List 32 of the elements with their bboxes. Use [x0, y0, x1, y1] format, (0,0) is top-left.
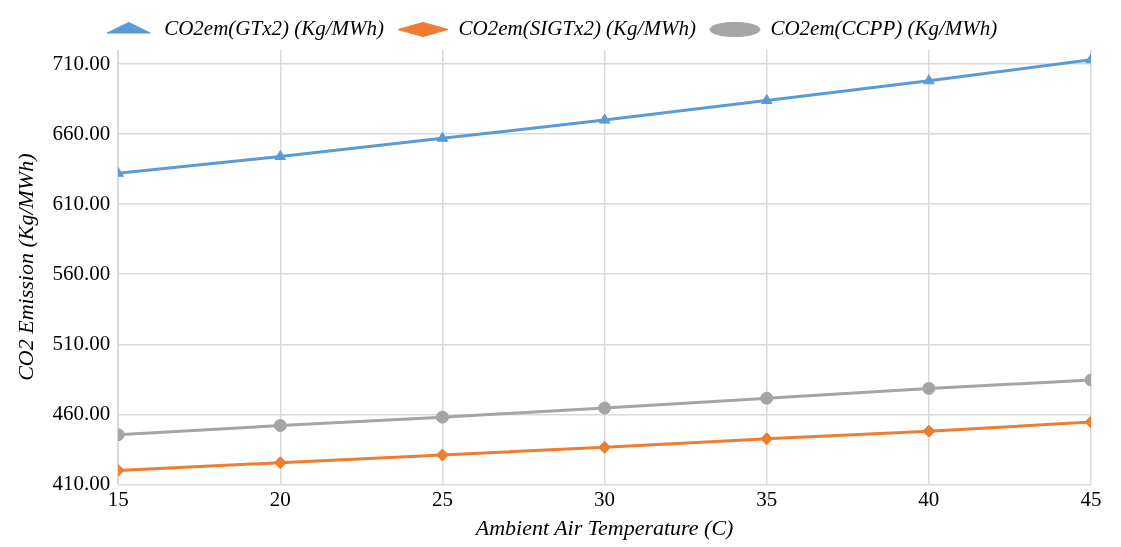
y-tick-label: 610.00	[52, 190, 111, 215]
legend-label: CO2em(GTx2) (Kg/MWh)	[164, 16, 385, 41]
point	[922, 381, 936, 395]
x-tick-label: 30	[594, 486, 616, 511]
point	[760, 391, 774, 405]
point	[274, 150, 286, 160]
y-tick-label: 560.00	[52, 260, 111, 285]
x-tick-label: 25	[431, 486, 453, 511]
point	[760, 432, 774, 446]
point	[598, 113, 611, 124]
point	[761, 93, 773, 104]
point	[273, 419, 287, 433]
legend-label: CO2em(CCPP) (Kg/MWh)	[770, 16, 998, 41]
y-axis-title: CO2 Emission (Kg/MWh)	[12, 153, 38, 381]
y-tick-label: 460.00	[52, 400, 111, 425]
point	[598, 401, 612, 415]
y-tick-label: 510.00	[52, 330, 111, 355]
x-tick-label: 20	[269, 486, 291, 511]
x-tick-label: 45	[1080, 486, 1102, 511]
point	[436, 131, 449, 142]
point	[598, 440, 612, 454]
point	[922, 424, 936, 438]
x-tick-label: 40	[918, 486, 940, 511]
point	[435, 410, 449, 424]
y-tick-label: 710.00	[52, 50, 111, 75]
point	[273, 456, 287, 470]
y-tick-label: 660.00	[52, 120, 111, 145]
x-tick-label: 35	[756, 486, 778, 511]
legend-label: CO2em(SIGTx2) (Kg/MWh)	[458, 16, 696, 41]
point	[923, 74, 935, 85]
point	[435, 448, 449, 462]
x-axis-title: Ambient Air Temperature (C)	[473, 514, 734, 540]
